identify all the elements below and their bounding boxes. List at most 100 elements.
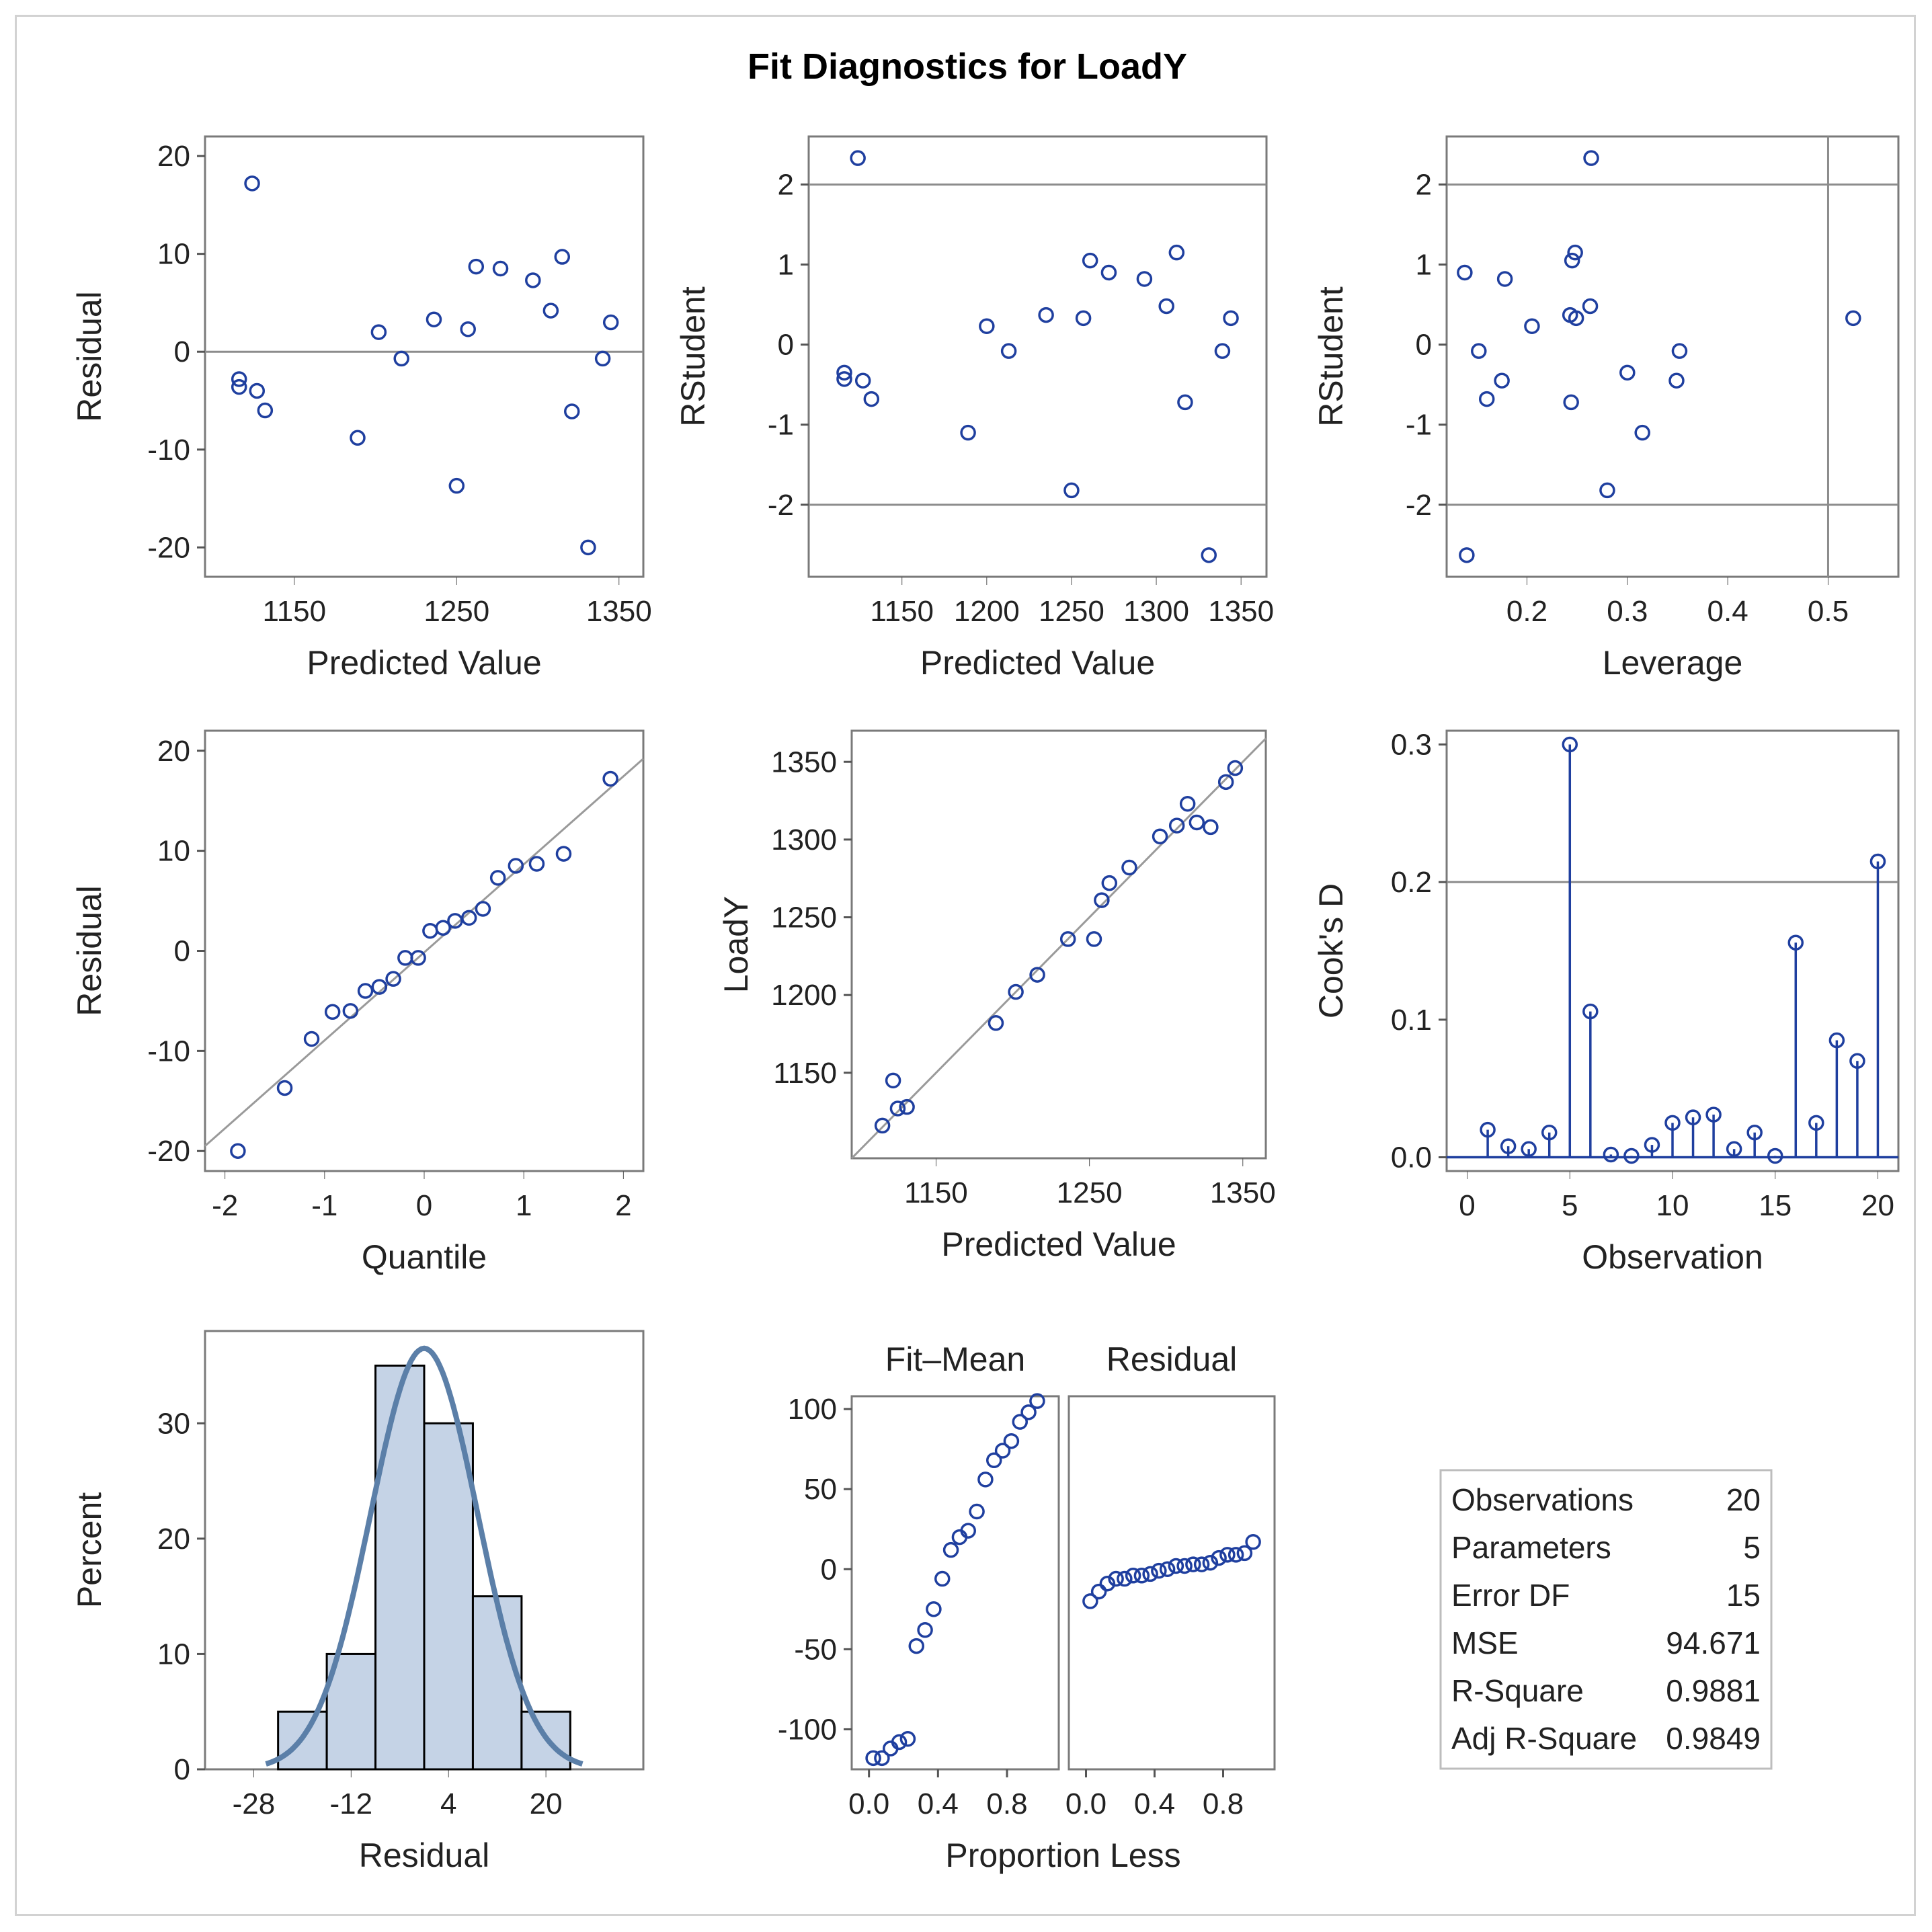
reference-diagonal [204, 758, 644, 1147]
fit-statistics-table [1439, 1469, 1773, 1770]
y-tick-label: 2 [778, 168, 794, 201]
data-point [899, 1098, 915, 1115]
data-point [492, 260, 509, 277]
data-point [303, 1031, 320, 1047]
data-point [342, 1003, 359, 1019]
needle-point [1808, 1115, 1824, 1131]
data-point [1219, 1547, 1236, 1563]
x-tick-label: 0.3 [1607, 595, 1648, 628]
x-tick-label: -1 [311, 1189, 337, 1222]
data-point [1029, 1393, 1045, 1409]
data-point [276, 1080, 293, 1096]
data-point [371, 979, 388, 995]
data-point [1245, 1534, 1261, 1550]
data-point [863, 391, 880, 407]
needle-point [1603, 1146, 1619, 1163]
x-axis-label: Predicted Value [920, 644, 1155, 682]
y-tick-label: -50 [794, 1633, 837, 1666]
data-point [986, 1452, 1002, 1469]
data-point [1671, 343, 1688, 359]
data-point [1094, 892, 1110, 908]
data-point [1177, 394, 1193, 411]
data-point [422, 922, 438, 939]
y-tick-label: 10 [157, 835, 190, 868]
x-tick-label: 1250 [1057, 1176, 1123, 1209]
x-tick-label: 20 [1861, 1189, 1894, 1222]
x-tick-label: -28 [233, 1787, 276, 1820]
data-point [977, 1472, 994, 1488]
x-axis-label: Leverage [1603, 644, 1743, 682]
data-point [580, 539, 596, 556]
data-point [1082, 1593, 1098, 1609]
x-tick-label: -2 [212, 1189, 238, 1222]
data-point [874, 1117, 891, 1134]
data-point [1059, 931, 1076, 947]
data-point [1101, 875, 1118, 891]
x-axis-label: Residual [359, 1837, 490, 1874]
x-tick-label: 1350 [1210, 1176, 1276, 1209]
spread-panel-frame-fit-mean [850, 1395, 1060, 1771]
x-tick-label: 1200 [954, 595, 1020, 628]
needle-point [1767, 1148, 1783, 1164]
x-tick-label: 0.0 [1065, 1787, 1106, 1820]
needle-point [1541, 1124, 1558, 1141]
y-tick-label: -20 [147, 1135, 190, 1168]
data-point [1496, 271, 1513, 287]
data-point [555, 846, 572, 862]
data-point [370, 324, 387, 340]
data-point [1202, 1554, 1219, 1571]
data-point [1168, 817, 1185, 834]
plot-frame-5 [1445, 729, 1900, 1172]
data-point [899, 1730, 916, 1747]
stat-value: 94.671 [1666, 1625, 1761, 1660]
data-point [1459, 547, 1475, 563]
data-point [257, 402, 274, 419]
data-point [528, 856, 545, 872]
needle-point [1787, 934, 1804, 951]
data-point [448, 477, 465, 494]
needle-point [1500, 1138, 1517, 1154]
x-axis-label: Predicted Value [941, 1225, 1176, 1263]
data-point [489, 870, 506, 886]
data-point [1121, 859, 1137, 876]
y-tick-label: 1250 [771, 901, 837, 934]
x-tick-label: 0.2 [1506, 595, 1547, 628]
x-tick-label: 20 [530, 1787, 563, 1820]
data-point [1142, 1566, 1158, 1582]
needle-point [1480, 1121, 1496, 1138]
data-point [1227, 760, 1244, 776]
y-tick-label: 2 [1416, 168, 1432, 201]
data-point [994, 1443, 1011, 1459]
stat-label: R-Square [1451, 1673, 1584, 1708]
data-point [1567, 244, 1583, 261]
needle-point [1705, 1106, 1722, 1123]
y-tick-label: 0 [778, 329, 794, 362]
figure-frame: Fit Diagnostics for LoadY -20 -10 0 10 20 115… [15, 15, 1916, 1916]
data-point [1668, 372, 1685, 389]
data-point [1185, 1556, 1201, 1572]
data-point [410, 950, 426, 966]
data-point [244, 175, 260, 192]
y-tick-label: 0.0 [1391, 1141, 1432, 1174]
x-tick-label: 0.8 [1203, 1787, 1244, 1820]
data-point [460, 910, 477, 926]
x-tick-label: 1150 [263, 595, 327, 628]
stat-value: 0.9849 [1666, 1721, 1761, 1756]
y-axis-label: LoadY [717, 896, 755, 994]
x-tick-label: 1 [516, 1189, 532, 1222]
y-tick-label: -20 [147, 531, 190, 564]
x-tick-label: -12 [330, 1787, 373, 1820]
needle-point [1726, 1141, 1742, 1157]
data-point [885, 1072, 901, 1089]
data-point [426, 311, 442, 327]
data-point [602, 770, 618, 787]
data-point [1168, 1558, 1184, 1574]
data-point [891, 1734, 908, 1750]
x-tick-label: 10 [1656, 1189, 1689, 1222]
data-point [1099, 1575, 1116, 1592]
x-axis-label: Quantile [362, 1238, 487, 1276]
y-tick-label: -2 [1406, 489, 1432, 522]
data-point [460, 321, 476, 337]
x-tick-label: 1150 [870, 595, 934, 628]
